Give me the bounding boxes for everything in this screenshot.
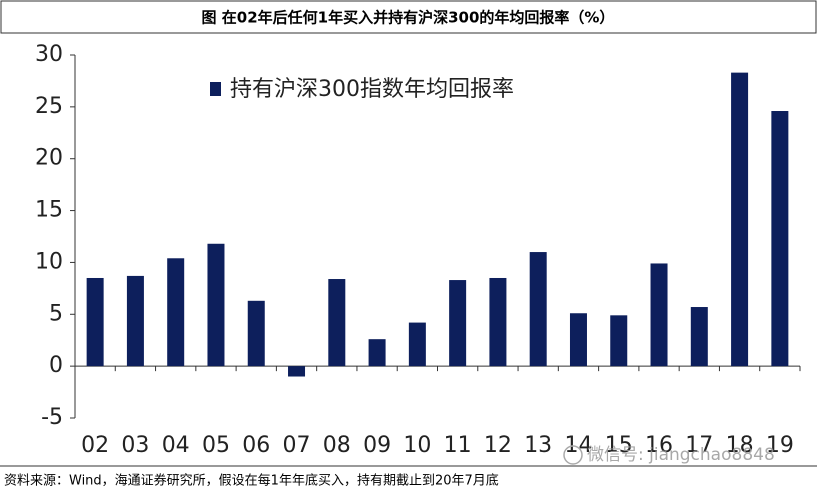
y-tick-label: 25 (35, 94, 63, 119)
watermark-icon (563, 445, 583, 465)
x-tick-label: 11 (444, 433, 472, 458)
bar (408, 322, 426, 367)
x-tick-label: 04 (162, 433, 190, 458)
x-tick-label: 09 (363, 433, 391, 458)
legend-label: 持有沪深300指数年均回报率 (230, 77, 514, 102)
bar (247, 300, 265, 367)
x-tick-label: 18 (726, 433, 754, 458)
bar (569, 313, 587, 367)
y-tick-label: 5 (49, 301, 63, 326)
y-tick-label: 15 (35, 198, 63, 223)
bar (328, 279, 346, 367)
x-tick-label: 06 (242, 433, 270, 458)
x-tick-label: 07 (283, 433, 311, 458)
bar (690, 307, 708, 367)
bar (771, 111, 789, 367)
y-tick-label: 10 (35, 249, 63, 274)
x-tick-label: 10 (403, 433, 431, 458)
chart-title: 图 在02年后任何1年买入并持有沪深300的年均回报率（%） (202, 9, 615, 27)
x-tick-label: 17 (685, 433, 713, 458)
bar (610, 315, 628, 367)
bar (368, 339, 386, 367)
source: 资料来源：Wind，海通证券研究所，假设在每1年年底买入，持有期截止到20年7月… (4, 473, 499, 489)
bar (650, 263, 668, 367)
bar (288, 366, 306, 377)
x-tick-label: 05 (202, 433, 230, 458)
x-tick-label: 12 (484, 433, 512, 458)
y-tick-label: 20 (35, 146, 63, 171)
bar (449, 280, 467, 367)
bar (731, 72, 749, 367)
x-tick-label: 19 (766, 433, 794, 458)
x-tick-label: 03 (121, 433, 149, 458)
bar (167, 258, 185, 367)
x-tick-label: 14 (564, 433, 592, 458)
y-tick-label: 0 (49, 353, 63, 378)
x-tick-label: 08 (323, 433, 351, 458)
bar (86, 277, 104, 367)
bar (207, 243, 225, 367)
title-box (0, 0, 817, 34)
bar (489, 277, 507, 367)
bar (126, 275, 144, 367)
x-tick-label: 15 (605, 433, 633, 458)
watermark: 微信号: jiangchao8848 (587, 445, 775, 465)
y-tick-label: 30 (35, 42, 63, 67)
bar (529, 252, 547, 367)
x-tick-label: 02 (81, 433, 109, 458)
legend-swatch (210, 82, 221, 96)
x-tick-label: 13 (524, 433, 552, 458)
y-tick-label: -5 (41, 405, 63, 430)
x-tick-label: 16 (645, 433, 673, 458)
